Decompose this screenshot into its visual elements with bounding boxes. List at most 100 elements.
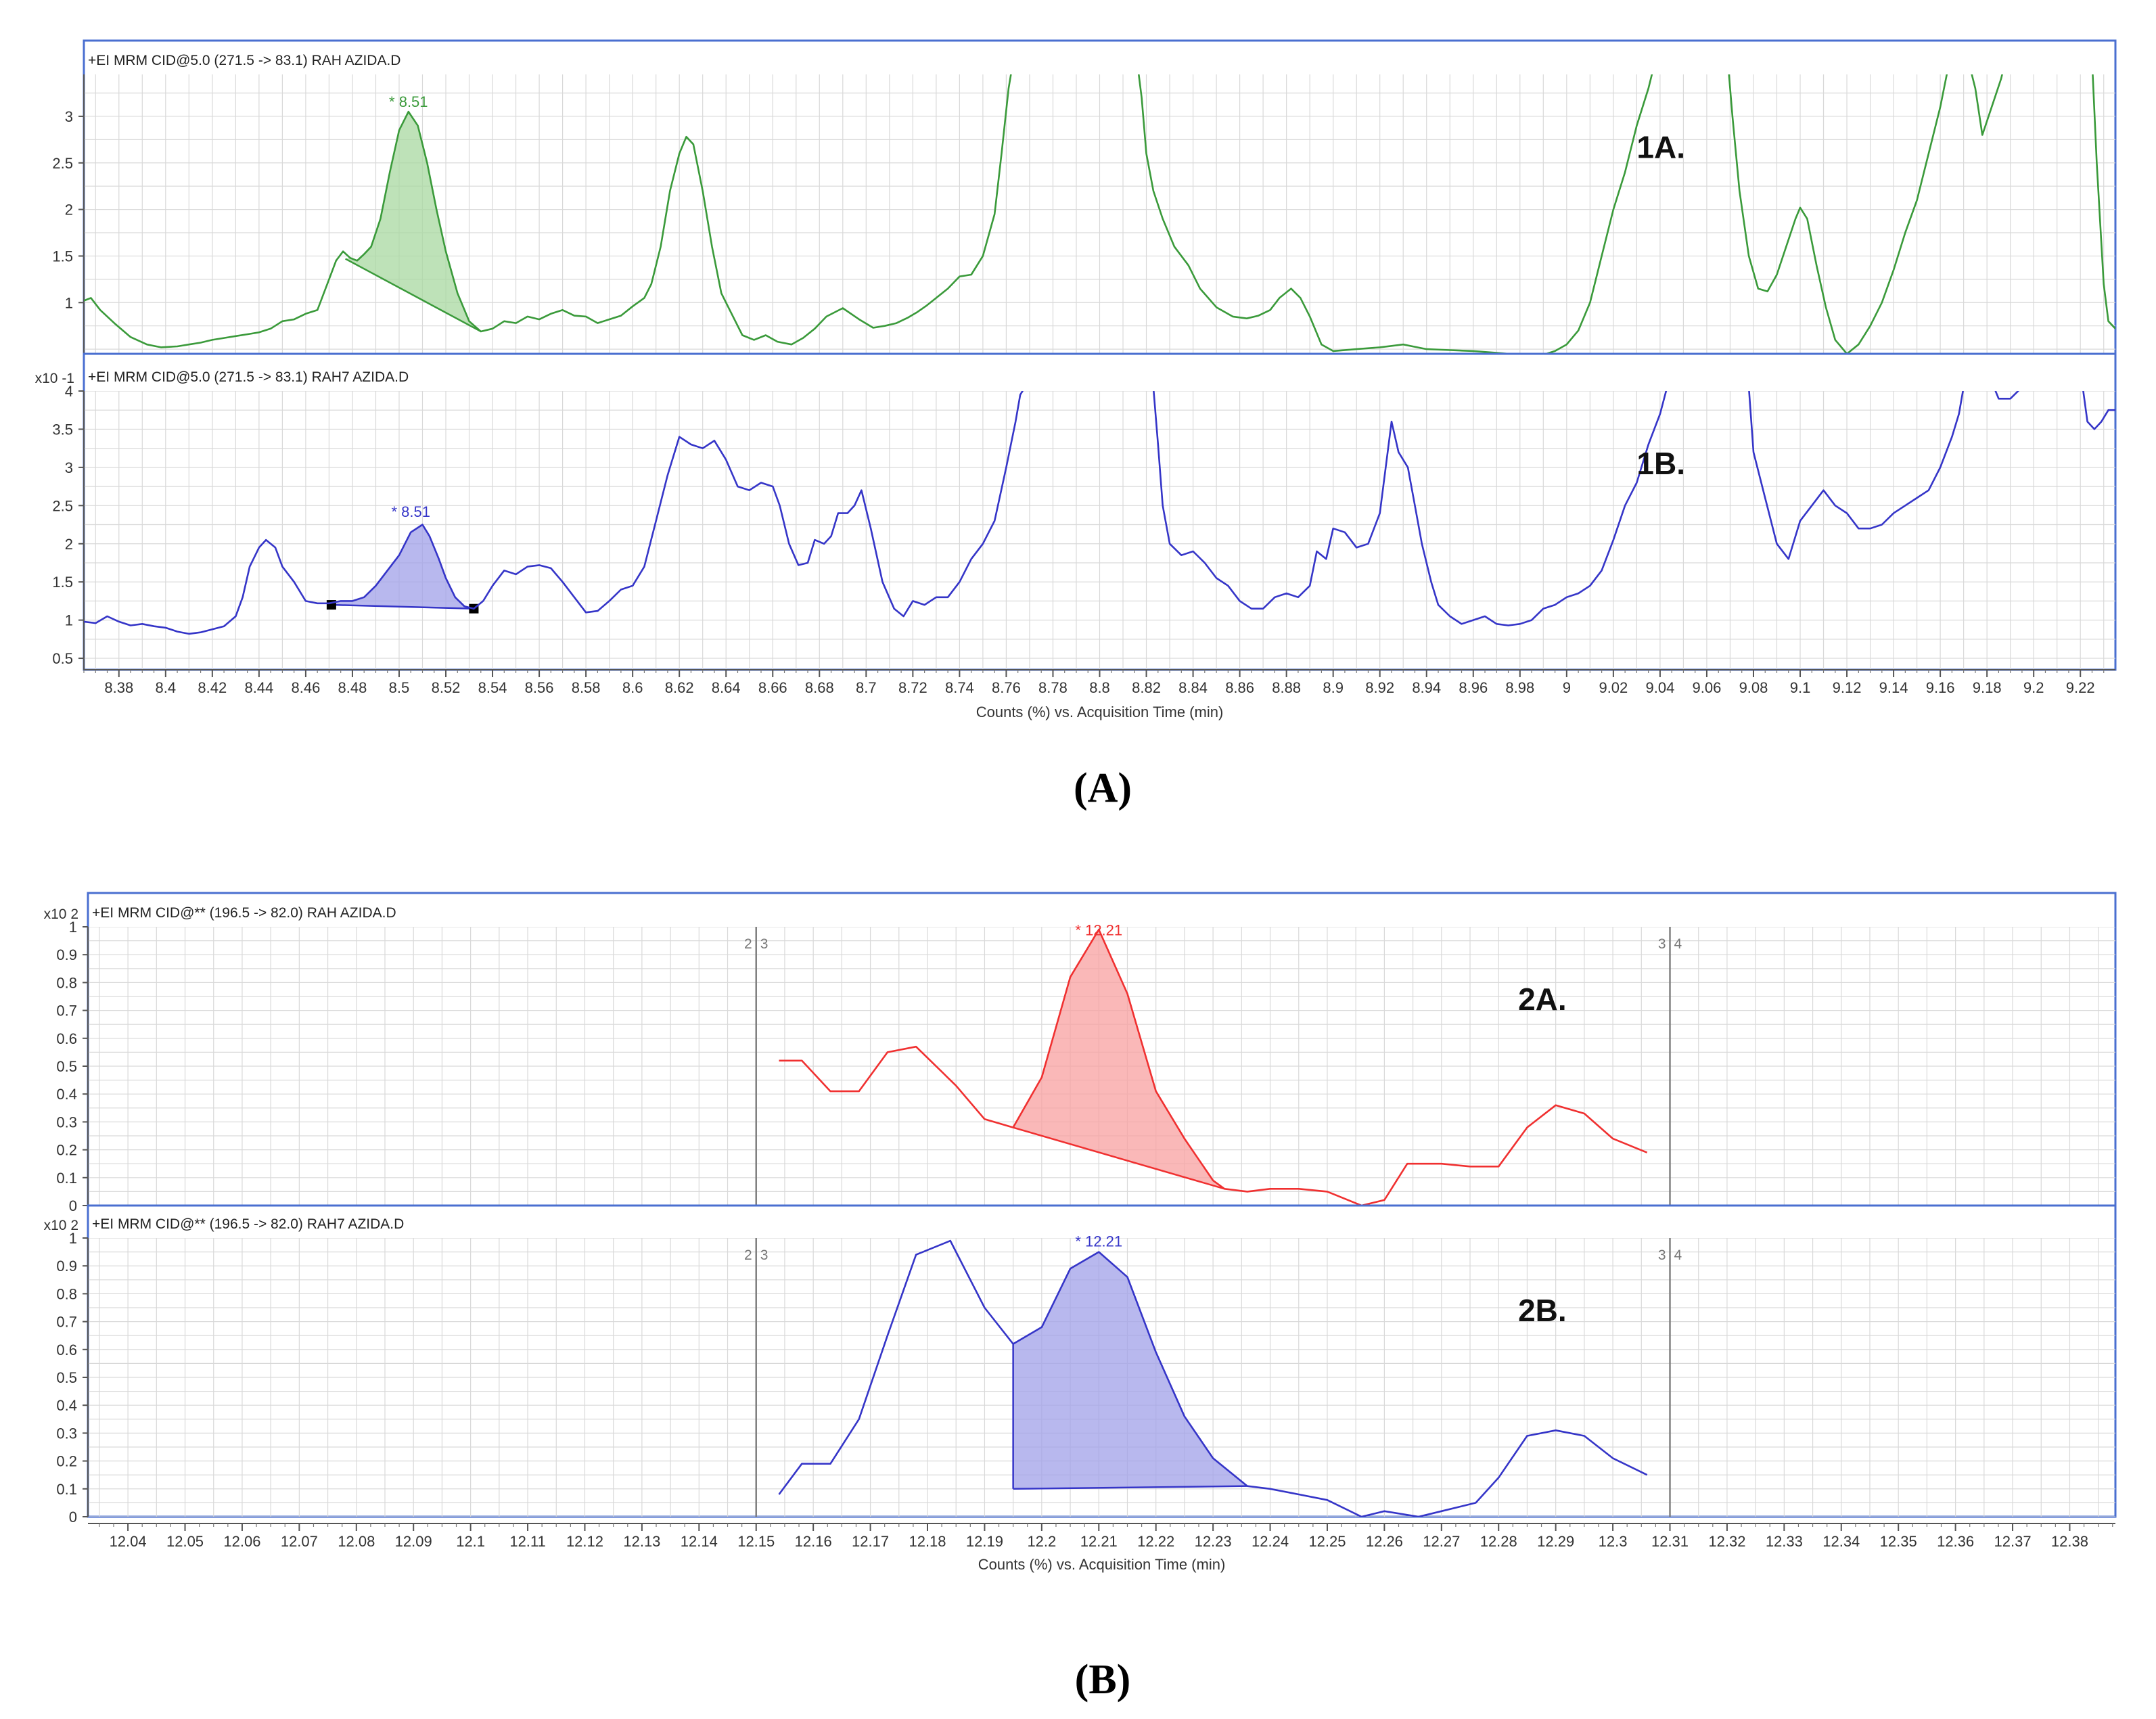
y-tick-label: 1 [69, 919, 77, 936]
x-tick-label: 12.25 [1308, 1533, 1346, 1550]
panel-a1: +EI MRM CID@5.0 (271.5 -> 83.1) RAH AZID… [52, 39, 2117, 355]
panel-annotation: 1B. [1636, 446, 1685, 481]
x-tick-label: 8.46 [291, 679, 320, 696]
y-tick-label: 0.8 [56, 974, 77, 991]
x-tick-label: 8.68 [805, 679, 834, 696]
y-tick-label: 2 [65, 202, 73, 219]
y-tick-label: 0.3 [56, 1114, 77, 1130]
x-tick-label: 12.29 [1537, 1533, 1574, 1550]
x-tick-label: 8.44 [244, 679, 273, 696]
panel-b2: 2 3 3 4+EI MRM CID@** (196.5 -> 82.0) RAH7 … [44, 1204, 2117, 1526]
x-tick-label: 12.21 [1080, 1533, 1118, 1550]
x-tick-label: 9.18 [1973, 679, 2002, 696]
y-tick-label: 3.5 [52, 421, 73, 438]
x-tick-label: 12.14 [681, 1533, 718, 1550]
peak-label: * 8.51 [391, 503, 430, 520]
x-tick-label: 12.35 [1880, 1533, 1917, 1550]
signal-trace [84, 74, 2115, 354]
x-tick-label: 9.02 [1599, 679, 1628, 696]
x-tick-label: 12.2 [1027, 1533, 1056, 1550]
x-tick-label: 8.72 [898, 679, 927, 696]
chart-b: 2 3 3 4+EI MRM CID@** (196.5 -> 82.0) RAH A… [44, 892, 2117, 1573]
x-tick-label: 9 [1563, 679, 1571, 696]
integration-baseline [345, 258, 482, 333]
x-tick-label: 12.33 [1766, 1533, 1803, 1550]
x-tick-label: 12.1 [456, 1533, 485, 1550]
y-tick-label: 0.4 [56, 1397, 77, 1414]
x-axis: 8.38 8.4 8.42 8.44 8.46 8.48 8.5 8.52 8.54 8.56 8.… [83, 669, 2115, 720]
y-tick-label: 3 [65, 108, 73, 125]
integration-baseline [331, 603, 474, 610]
x-tick-label: 12.27 [1423, 1533, 1460, 1550]
y-tick-label: 3 [65, 459, 73, 476]
x-tick-label: 12.22 [1137, 1533, 1174, 1550]
panel-title: +EI MRM CID@5.0 (271.5 -> 83.1) RAH7 AZI… [88, 369, 409, 385]
gridlines [84, 391, 2115, 670]
y-tick-label: 0.8 [56, 1285, 77, 1302]
y-tick-label: 1.5 [52, 574, 73, 591]
x-tick-label: 9.08 [1739, 679, 1768, 696]
segment-marker-left: 2 [744, 1247, 752, 1263]
x-tick-label: 8.42 [198, 679, 227, 696]
y-tick-label: 0 [69, 1197, 77, 1214]
x-tick-label: 12.26 [1366, 1533, 1403, 1550]
x-tick-label: 8.74 [945, 679, 974, 696]
y-tick-label: 0.4 [56, 1086, 77, 1103]
peak-label: * 8.51 [389, 93, 428, 110]
panel-b1: 2 3 3 4+EI MRM CID@** (196.5 -> 82.0) RAH A… [44, 892, 2117, 1214]
x-tick-label: 12.37 [1994, 1533, 2032, 1550]
x-tick-label: 9.04 [1645, 679, 1674, 696]
figure-label-a: (A) [1073, 765, 1132, 811]
x-tick-label: 12.04 [110, 1533, 147, 1550]
x-axis-label: Counts (%) vs. Acquisition Time (min) [976, 704, 1224, 720]
segment-marker-right: 3 [760, 936, 769, 952]
x-tick-label: 8.9 [1323, 679, 1344, 696]
integrated-peak-area [1013, 1252, 1247, 1489]
x-tick-label: 8.56 [525, 679, 554, 696]
y-tick-label: 0.6 [56, 1342, 77, 1358]
x-tick-label: 12.13 [623, 1533, 660, 1550]
panel-title: +EI MRM CID@** (196.5 -> 82.0) RAH7 AZID… [92, 1216, 404, 1232]
panel-annotation: 1A. [1636, 129, 1685, 164]
signal-trace [779, 928, 1648, 1206]
x-tick-label: 12.31 [1651, 1533, 1689, 1550]
y-tick-label: 2 [65, 536, 73, 553]
y-tick-label: 1 [65, 612, 73, 629]
signal-trace [84, 391, 2115, 635]
x-tick-label: 12.38 [2051, 1533, 2088, 1550]
x-tick-label: 8.54 [478, 679, 507, 696]
x-axis: 12.04 12.05 12.06 12.07 12.08 12.09 12.1 12.11 1… [88, 1523, 2115, 1573]
y-scale-label: x10 2 [44, 1218, 78, 1233]
panel-title: +EI MRM CID@5.0 (271.5 -> 83.1) RAH AZID… [88, 53, 400, 68]
x-tick-label: 12.15 [737, 1533, 775, 1550]
y-tick-label: 1 [65, 294, 73, 311]
panel-title: +EI MRM CID@** (196.5 -> 82.0) RAH AZIDA… [92, 905, 396, 921]
x-tick-label: 9.1 [1790, 679, 1811, 696]
x-tick-label: 8.5 [389, 679, 410, 696]
x-tick-label: 9.22 [2066, 679, 2095, 696]
x-tick-label: 12.36 [1937, 1533, 1974, 1550]
panel-annotation: 2A. [1518, 982, 1567, 1017]
y-tick-label: 0.1 [56, 1170, 77, 1187]
y-tick-label: 0.5 [56, 1058, 77, 1075]
x-tick-label: 8.98 [1505, 679, 1534, 696]
x-tick-label: 9.14 [1879, 679, 1908, 696]
x-tick-label: 8.52 [432, 679, 461, 696]
peak-label: * 12.21 [1075, 921, 1122, 938]
x-tick-label: 8.92 [1365, 679, 1394, 696]
x-tick-label: 8.64 [712, 679, 741, 696]
x-tick-label: 9.12 [1833, 679, 1862, 696]
x-axis-label: Counts (%) vs. Acquisition Time (min) [978, 1556, 1226, 1573]
x-tick-label: 12.05 [166, 1533, 204, 1550]
x-tick-label: 12.28 [1480, 1533, 1517, 1550]
gridlines [88, 1238, 2115, 1517]
panel-a2: +EI MRM CID@5.0 (271.5 -> 83.1) RAH7 AZI… [35, 352, 2117, 671]
x-tick-label: 9.2 [2023, 679, 2044, 696]
x-tick-label: 8.96 [1459, 679, 1488, 696]
x-tick-label: 12.19 [966, 1533, 1003, 1550]
y-tick-label: 0.5 [56, 1369, 77, 1386]
integrated-peak-area [331, 524, 474, 609]
integration-baseline [1013, 1126, 1225, 1190]
x-tick-label: 12.12 [566, 1533, 603, 1550]
y-tick-label: 2.5 [52, 497, 73, 514]
